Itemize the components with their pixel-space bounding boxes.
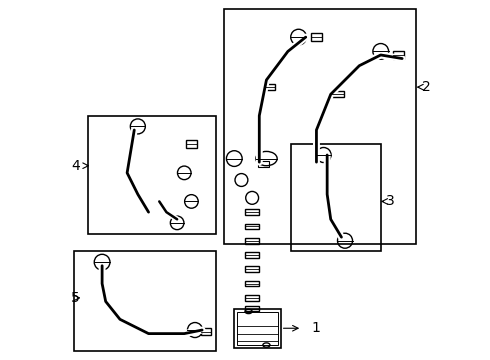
Bar <box>245 238 259 244</box>
Bar <box>201 328 211 335</box>
Text: 2: 2 <box>422 80 431 94</box>
Text: 3: 3 <box>386 194 395 208</box>
Bar <box>245 295 259 301</box>
Bar <box>234 309 281 348</box>
Bar <box>311 33 322 41</box>
Text: 4: 4 <box>71 159 80 173</box>
Text: 5: 5 <box>71 291 79 305</box>
Bar <box>393 51 404 59</box>
Bar <box>238 312 277 345</box>
Bar <box>245 281 259 287</box>
Bar <box>258 161 269 167</box>
Bar <box>245 306 259 311</box>
Bar <box>266 84 275 90</box>
Bar <box>245 252 259 258</box>
Bar <box>245 209 259 215</box>
Text: 1: 1 <box>311 321 320 335</box>
Bar <box>245 266 259 272</box>
Bar <box>245 224 259 229</box>
Bar <box>186 140 197 148</box>
Bar <box>332 91 343 98</box>
